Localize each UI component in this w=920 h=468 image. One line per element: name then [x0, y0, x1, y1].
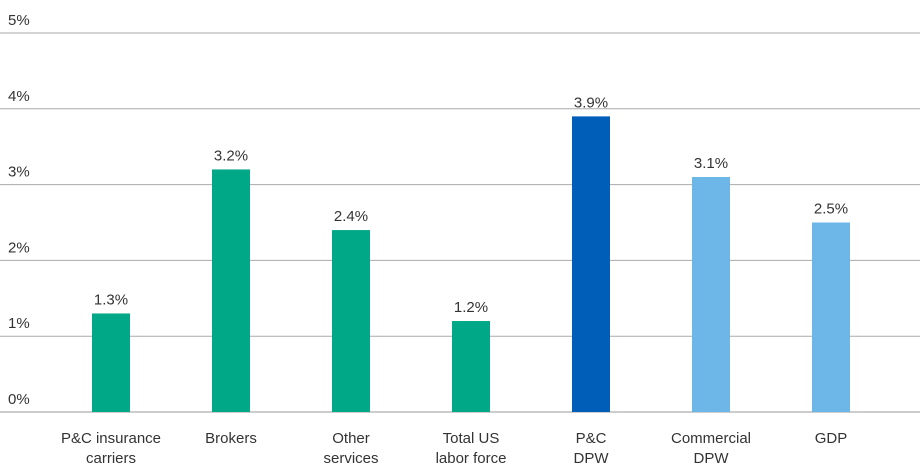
x-tick-label: P&C DPW: [574, 430, 610, 467]
bar: [692, 177, 730, 412]
y-tick-label: 3%: [8, 164, 30, 181]
y-tick-label: 0%: [8, 391, 30, 408]
x-tick-label: Other services: [323, 430, 378, 467]
y-tick-label: 5%: [8, 12, 30, 29]
y-tick-label: 1%: [8, 315, 30, 332]
x-tick-label: P&C insurance carriers: [61, 430, 161, 467]
bar: [452, 321, 490, 412]
value-label: 3.2%: [214, 147, 248, 164]
x-tick-label: GDP: [815, 430, 848, 447]
y-tick-label: 4%: [8, 88, 30, 105]
bar: [332, 230, 370, 412]
value-label: 3.1%: [694, 155, 728, 172]
value-label: 1.3%: [94, 291, 128, 308]
x-tick-label: Total US labor force: [436, 430, 507, 467]
value-label: 2.5%: [814, 201, 848, 218]
bar: [812, 222, 850, 412]
bar: [572, 116, 610, 412]
value-label: 1.2%: [454, 299, 488, 316]
y-tick-label: 2%: [8, 239, 30, 256]
bar: [212, 169, 250, 412]
bar: [92, 313, 130, 412]
value-label: 3.9%: [574, 94, 608, 111]
value-label: 2.4%: [334, 208, 368, 225]
x-tick-label: Commercial DPW: [671, 430, 751, 467]
x-tick-label: Brokers: [205, 430, 257, 447]
